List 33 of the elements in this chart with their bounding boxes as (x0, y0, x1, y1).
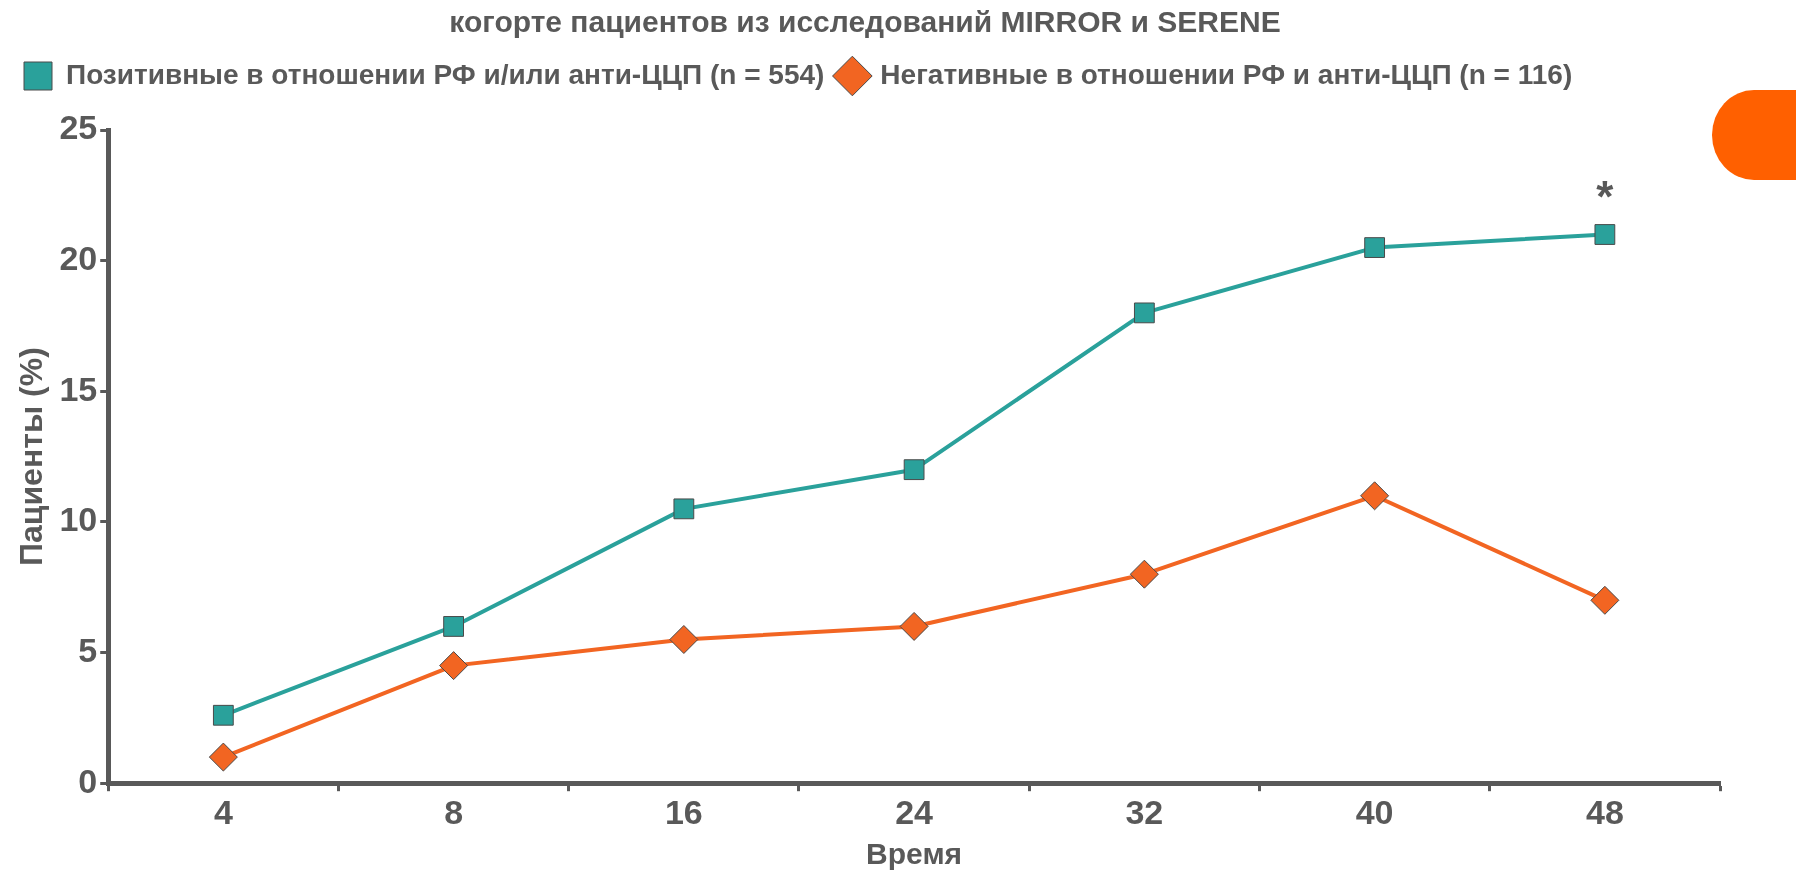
point (208, 742, 238, 772)
point (443, 616, 464, 637)
chart-title: когорте пациентов из исследований MIRROR и SERENE (449, 5, 1281, 39)
point (673, 498, 695, 520)
y-tick-label: 20 (59, 239, 98, 278)
annotation: * (1596, 172, 1615, 222)
y-tick-label: 0 (78, 761, 98, 800)
y-tick-label: 10 (59, 500, 98, 539)
x-tick-label: 32 (1125, 792, 1164, 831)
legend-label: Позитивные в отношении РФ и/или анти-ЦЦП (n = 554) (66, 58, 825, 90)
point (1364, 237, 1386, 258)
x-tick-label: 40 (1355, 792, 1394, 831)
point (903, 459, 925, 481)
x-tick-label: 24 (895, 792, 934, 831)
point (212, 704, 234, 726)
y-tick-label: 25 (59, 108, 98, 147)
point (1129, 559, 1159, 589)
x-tick-label: 16 (664, 792, 703, 831)
x-tick-label: 8 (444, 792, 464, 831)
point (439, 651, 469, 681)
y-tick-label: 15 (59, 369, 98, 408)
legend-label: Негативные в отношении РФ и анти-ЦЦП (n = 116) (880, 58, 1573, 90)
x-axis-title: Время (866, 837, 963, 871)
point (1360, 481, 1390, 511)
point (899, 611, 929, 641)
point (1133, 302, 1155, 324)
y-axis-title: Пациенты (%) (13, 347, 50, 567)
x-tick-label: 4 (213, 792, 233, 831)
point (669, 625, 699, 654)
point (1590, 585, 1620, 615)
x-tick-label: 48 (1585, 792, 1624, 831)
point (1594, 224, 1616, 245)
y-tick-label: 5 (78, 630, 98, 669)
